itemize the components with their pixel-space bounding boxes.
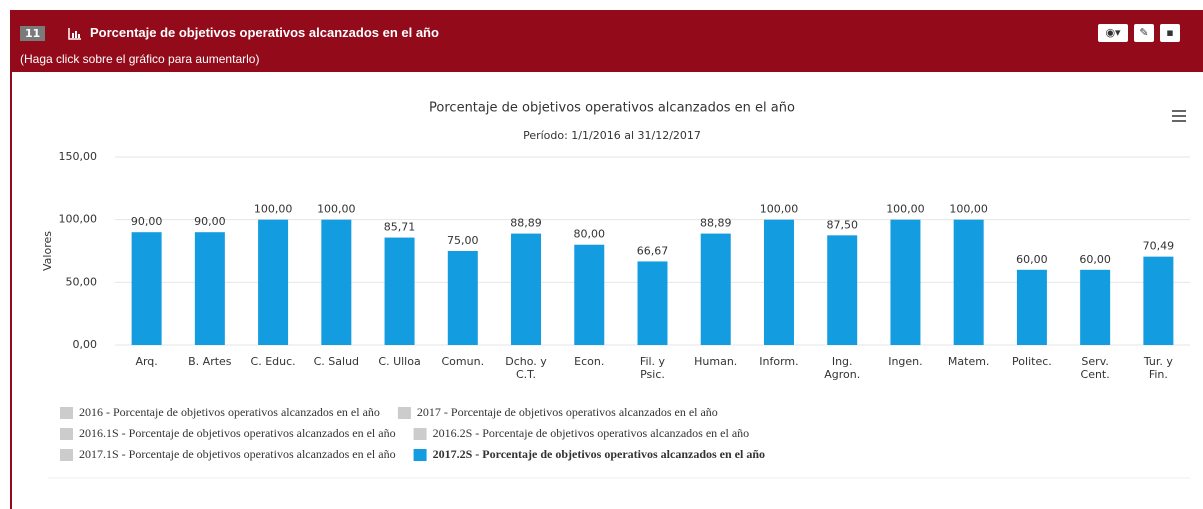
y-axis-label: Valores (41, 231, 54, 271)
data-label: 100,00 (254, 203, 293, 216)
bar (574, 244, 605, 345)
data-label: 100,00 (760, 203, 799, 216)
legend-label: 2017.2S - Porcentaje de objetivos operat… (433, 447, 765, 461)
data-label: 100,00 (886, 203, 925, 216)
bar (827, 235, 858, 345)
chart-subtitle: Período: 1/1/2016 al 31/12/2017 (523, 129, 701, 142)
data-label: 70,49 (1143, 240, 1175, 253)
panel-body (10, 72, 1203, 509)
legend-label: 2016.1S - Porcentaje de objetivos operat… (79, 426, 396, 440)
x-tick-label: Politec. (1012, 355, 1052, 368)
bar (258, 219, 289, 345)
x-tick-label: C. Educ. (251, 355, 296, 368)
menu-icon[interactable] (1172, 110, 1186, 122)
legend-swatch (60, 449, 73, 461)
legend-label: 2017 - Porcentaje de objetivos operativo… (417, 405, 718, 419)
data-label: 88,89 (510, 217, 542, 230)
data-label: 100,00 (317, 203, 356, 216)
chart-icon (68, 28, 81, 40)
x-tick-label: Arq. (135, 355, 157, 368)
x-tick-label: Human. (694, 355, 737, 368)
legend-swatch (60, 428, 73, 440)
legend-swatch (413, 449, 427, 461)
data-label: 88,89 (700, 217, 732, 230)
bar (1143, 256, 1174, 345)
x-tick-label: Tur. y Fin. (1143, 355, 1174, 381)
data-label: 80,00 (574, 228, 606, 241)
legend-label: 2017.1S - Porcentaje de objetivos operat… (79, 447, 396, 461)
bar (447, 251, 478, 345)
x-tick-label: Serv. Cent. (1081, 355, 1110, 381)
bar (131, 232, 162, 345)
data-label: 60,00 (1016, 253, 1048, 266)
x-tick-label: Comun. (442, 355, 485, 368)
y-tick-label: 100,00 (59, 213, 98, 226)
legend-label: 2016.2S - Porcentaje de objetivos operat… (433, 426, 750, 440)
legend-label: 2016 - Porcentaje de objetivos operativo… (79, 405, 380, 419)
bar (511, 233, 542, 345)
y-tick-label: 0,00 (73, 338, 98, 351)
y-tick-label: 150,00 (59, 150, 98, 163)
x-tick-label: Matem. (948, 355, 990, 368)
legend-swatch (413, 428, 427, 440)
bar (194, 232, 225, 345)
header-subtitle: (Haga click sobre el gráfico para aument… (20, 52, 260, 66)
legend-swatch (397, 407, 411, 419)
y-tick-label: 50,00 (66, 275, 98, 288)
data-label: 60,00 (1079, 253, 1111, 266)
panel-header: 11 Porcentaje de objetivos operativos al… (10, 10, 1203, 72)
bar (637, 261, 668, 345)
badge: 11 (20, 26, 46, 41)
x-tick-label: Dcho. y C.T. (505, 355, 547, 381)
bar (1016, 269, 1047, 345)
bar (890, 219, 921, 345)
data-label: 90,00 (194, 215, 226, 228)
edit-button[interactable]: ✎ (1134, 24, 1154, 42)
bar (1080, 269, 1111, 345)
x-tick-label: Econ. (574, 355, 604, 368)
data-label: 85,71 (384, 221, 416, 234)
bar (763, 219, 794, 345)
legend-swatch (60, 407, 73, 419)
bar (953, 219, 984, 345)
data-label: 90,00 (131, 215, 163, 228)
data-label: 100,00 (949, 203, 988, 216)
bar (384, 237, 415, 345)
x-tick-label: Ingen. (888, 355, 922, 368)
data-label: 87,50 (826, 218, 858, 231)
header-title: Porcentaje de objetivos operativos alcan… (90, 25, 439, 40)
data-label: 75,00 (447, 234, 479, 247)
bar (700, 233, 731, 345)
x-tick-label: B. Artes (188, 355, 232, 368)
chart-title: Porcentaje de objetivos operativos alcan… (429, 101, 795, 116)
delete-button[interactable]: ▪ (1160, 24, 1180, 42)
dashboard-button[interactable]: ◉▾ (1098, 24, 1128, 42)
bar (321, 219, 352, 345)
x-tick-label: C. Ulloa (378, 355, 420, 368)
x-tick-label: Inform. (759, 355, 798, 368)
x-tick-label: C. Salud (314, 355, 359, 368)
data-label: 66,67 (637, 244, 669, 257)
x-tick-label: Fil. y Psic. (640, 355, 666, 381)
x-tick-label: Ing. Agron. (824, 355, 860, 381)
